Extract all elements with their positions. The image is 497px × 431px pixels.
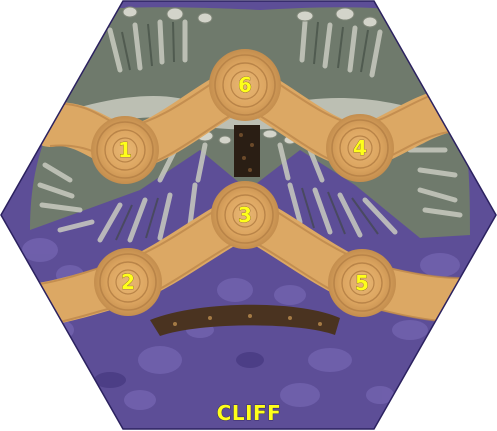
chasm-vertical bbox=[234, 125, 260, 177]
space-3-label: 3 bbox=[238, 203, 252, 227]
space-4-circle[interactable] bbox=[326, 114, 394, 182]
space-circles bbox=[91, 49, 396, 317]
space-1-label: 1 bbox=[118, 138, 132, 162]
space-5-label: 5 bbox=[355, 271, 369, 295]
space-6-circle[interactable] bbox=[209, 49, 281, 121]
space-5-circle[interactable] bbox=[328, 249, 396, 317]
space-2-circle[interactable] bbox=[94, 248, 162, 316]
space-2-label: 2 bbox=[121, 270, 135, 294]
space-4-label: 4 bbox=[353, 136, 367, 160]
ground-texture bbox=[22, 16, 460, 410]
space-1-circle[interactable] bbox=[91, 116, 159, 184]
chasm-lower bbox=[150, 304, 340, 336]
tile-name: CLIFF bbox=[217, 401, 282, 425]
space-3-circle[interactable] bbox=[211, 181, 279, 249]
space-6-label: 6 bbox=[238, 73, 252, 97]
